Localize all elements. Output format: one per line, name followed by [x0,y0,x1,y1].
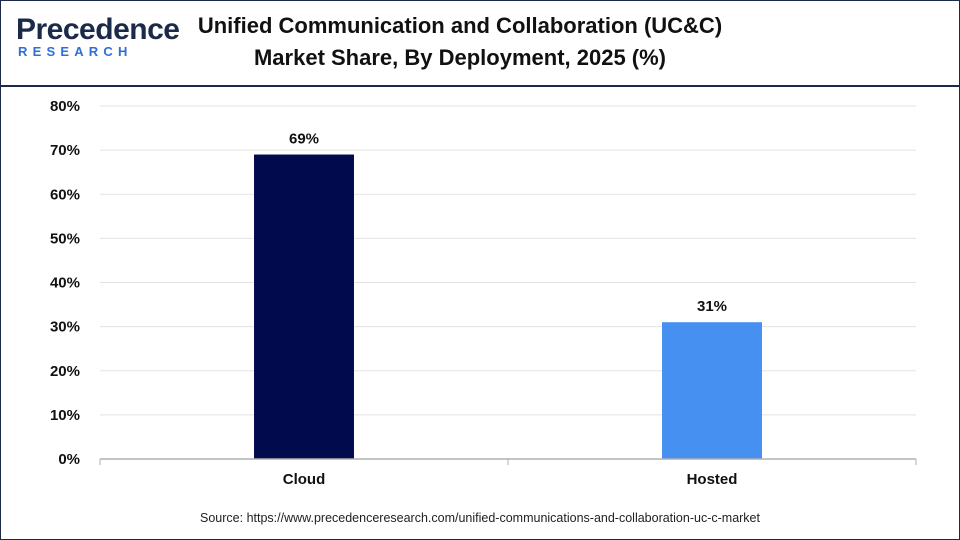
chart-title: Unified Communication and Collaboration … [197,13,723,70]
labels: 0% 10% 20% 30% 40% 50% 60% 70% 80% 69% Cloud 31% Hos… [50,98,737,488]
bar-cloud [254,154,354,459]
axes [99,458,917,465]
chart-header: Precedence RESEARCH Unified Communicatio… [0,0,960,87]
y-tick-label: 40% [50,275,80,292]
x-tick-label: Hosted [687,471,738,488]
y-tick-label: 50% [50,230,80,247]
gridlines [100,105,916,416]
bar-hosted [662,322,762,459]
x-tick-label: Cloud [283,471,326,488]
y-tick-label: 30% [50,319,80,336]
y-tick-label: 0% [58,451,80,468]
data-label: 31% [697,298,727,315]
y-tick-label: 10% [50,407,80,424]
precedence-research-logo: Precedence RESEARCH [16,14,180,64]
source-note: Source: https://www.precedenceresearch.c… [200,511,760,525]
y-tick-label: 80% [50,98,80,115]
y-tick-label: 60% [50,186,80,203]
logo-wordmark: Precedence [16,13,180,46]
data-label: 69% [289,131,319,148]
logo-subtitle: RESEARCH [18,44,133,59]
y-tick-label: 70% [50,142,80,159]
y-tick-label: 20% [50,363,80,380]
header-divider [0,85,960,87]
bars [254,154,762,459]
